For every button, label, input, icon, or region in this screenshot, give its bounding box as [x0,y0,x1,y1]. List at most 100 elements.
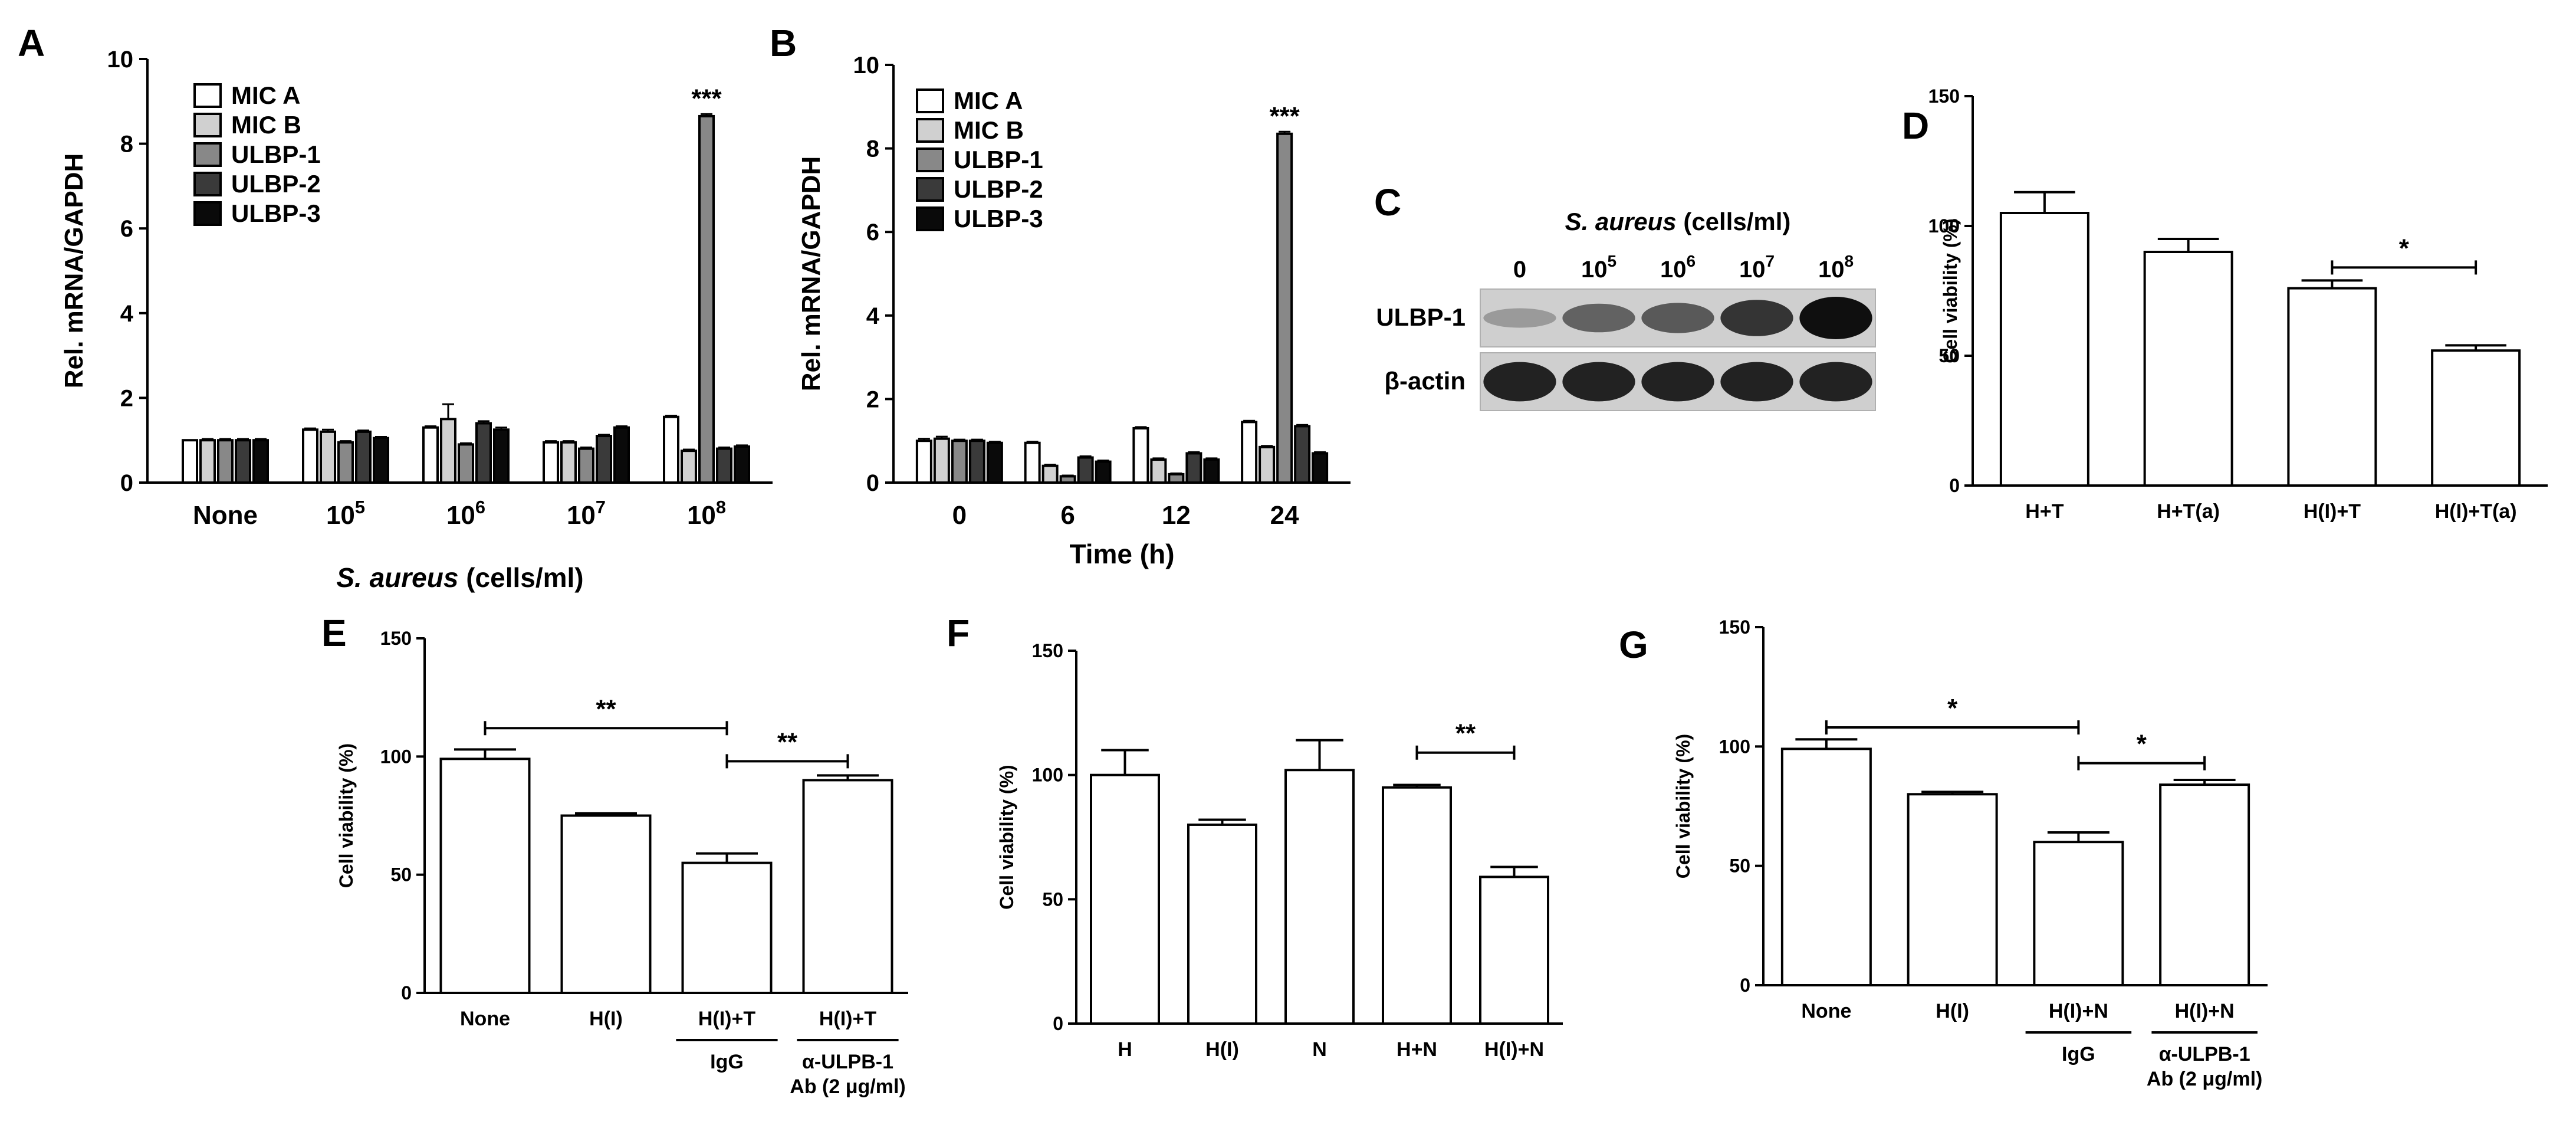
panel-e-chart: 0 50 100 150 Cell viability (%) None H(I) H(I)+… [336,628,908,1098]
bar [1382,786,1452,1025]
legend-swatch [193,142,222,167]
y-axis-label: Cell viability (%) [336,743,357,888]
blot-band [1641,362,1714,402]
significance-label: *** [1269,101,1300,130]
significance-label: ** [777,727,798,756]
bar [951,440,968,484]
x-tick-label-exponent: 8 [716,497,726,517]
bar [1187,823,1257,1025]
bar [1095,460,1112,484]
y-tick-label: 100 [1719,736,1750,757]
bar [1479,875,1549,1025]
y-tick-label: 150 [380,628,412,649]
x-tick-label: 24 [1270,501,1299,530]
blot-band [1799,362,1872,402]
legend-label: MIC A [954,87,1023,114]
panel-c-blot: S. aureus (cells/ml)0 105 106 107 108ULBP-1β… [1376,208,1876,411]
bar [560,441,577,484]
bar [986,441,1003,484]
y-axis-label: Cell viability (%) [1673,734,1694,878]
x-tick-label-exponent: 6 [475,497,485,517]
x-tick-label: H [1118,1038,1132,1061]
group-label: IgG [710,1051,744,1073]
lane-label: 0 [1513,257,1526,283]
y-tick-label: 150 [1928,86,1960,107]
legend-label: ULBP-3 [954,205,1043,232]
panel-letter-c: C [1374,181,1401,224]
group-label: Ab (2 μg/ml) [790,1075,905,1098]
bar [596,435,612,484]
x-axis-label: S. aureus (cells/ml) [336,562,583,593]
bar [734,445,750,484]
legend-label: ULBP-2 [954,175,1043,203]
y-tick-label: 0 [1740,975,1750,996]
lane-label-base: 10 [1739,257,1766,283]
bar [217,439,234,484]
panel-d-chart: 0 50 100 150 Cell viability (%) H+T H+T(a) H(I)… [1928,86,2548,523]
x-tick-label: 6 [1060,501,1075,530]
x-tick-label: H(I)+T [819,1008,877,1030]
bar [475,422,492,484]
bar [1294,425,1311,484]
bar [493,428,510,484]
y-tick-label: 0 [1949,475,1960,496]
y-tick-label: 8 [866,136,879,162]
x-axis-label: Time (h) [1069,539,1174,569]
bar [968,440,985,484]
x-tick-label: H(I)+T [2304,500,2361,523]
y-tick-label: 4 [120,301,134,327]
bar [2143,251,2233,487]
bar [716,447,732,484]
bar [1024,441,1041,484]
legend-label: ULBP-1 [954,146,1043,173]
legend-label: MIC A [231,81,300,109]
panel-letters: A B C D E F G [18,22,1929,666]
significance-label: * [2137,730,2147,759]
bar [373,437,389,484]
bar [235,439,251,484]
legend-swatch [916,147,944,172]
significance-label: * [2399,234,2410,263]
x-tick-label: 106 [446,497,485,530]
panel-letter-a: A [18,22,45,64]
bar [320,430,336,484]
bar [302,428,318,484]
y-tick-label: 150 [1032,640,1063,661]
y-tick-label: 50 [1042,888,1063,910]
legend-label: ULBP-2 [231,170,321,198]
x-tick-label-base: 10 [446,501,475,530]
x-tick-label: H(I)+N [2175,1000,2235,1022]
blot-band [1799,297,1872,339]
y-axis-label: Cell viability (%) [1940,218,1961,363]
x-tick-label: H(I) [1205,1038,1239,1061]
x-axis-label-units: (cells/ml) [458,562,583,593]
bar [1241,421,1258,484]
x-axis-label-organism: S. aureus [336,562,458,593]
x-tick-label: 107 [567,497,606,530]
x-tick-label: H(I)+N [2049,1000,2108,1022]
x-tick-label-base: 10 [567,501,596,530]
bar [1090,773,1160,1025]
legend-swatch [193,201,222,226]
y-tick-label: 2 [866,386,879,412]
significance-label: * [1947,694,1958,723]
legend-label: ULBP-1 [231,140,321,168]
lane-label: 105 [1581,252,1616,283]
panel-letter-e: E [321,612,347,654]
y-tick-label: 4 [866,303,880,329]
lane-label-base: 10 [1818,257,1845,283]
y-axis-label: Rel. mRNA/GAPDH [60,153,88,389]
lane-label-exponent: 5 [1607,252,1616,270]
y-tick-label: 100 [1928,215,1960,237]
lane-label: 106 [1660,252,1696,283]
bar [1077,456,1094,484]
bar [933,437,950,484]
legend-swatch [193,113,222,137]
legend-label: MIC B [954,116,1024,144]
bar [439,758,531,994]
legend-swatch [916,177,944,202]
y-tick-label: 100 [380,746,412,767]
panel-f-chart: 0 50 100 150 Cell viability (%) H H(I) N H+N H(I)… [996,640,1563,1061]
y-tick-label: 100 [1032,765,1063,786]
